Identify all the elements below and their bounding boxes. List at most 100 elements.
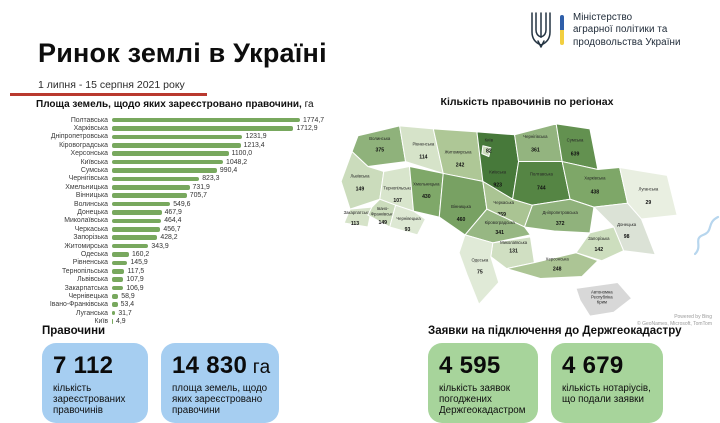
bar-category-label: Миколаївська [64, 217, 108, 225]
bar-value-label: 731,9 [192, 183, 210, 191]
region-value-label: 149 [378, 220, 387, 226]
map-region-vinnytsia: Вінницька 460 [438, 172, 488, 236]
bar-category-label: Івано-Франківська [49, 301, 108, 309]
trident-icon [531, 12, 551, 48]
region-name-label: Кіровоградська [485, 220, 516, 225]
map-region-zaporizhzhia: Запорізька 142 [575, 226, 625, 262]
bar [112, 168, 217, 173]
bar-value-label: 58,9 [121, 292, 135, 300]
applications-notaries-label: кількість нотаріусів, що подали заявки [562, 383, 651, 406]
bar-category-label: Запорізька [73, 234, 108, 242]
region-shape [506, 252, 599, 280]
region-value-label: 142 [595, 247, 604, 253]
bar-category-label: Житомирська [64, 242, 108, 250]
region-shape [351, 125, 407, 168]
red-accent-line [10, 93, 207, 96]
bar-category-label: Тернопільська [61, 267, 108, 275]
bar-category-label: Закарпатська [64, 284, 108, 292]
bar-category-label: Львівська [77, 276, 108, 284]
bar [112, 210, 162, 215]
bar-row: Черкаська 456,7 [0, 225, 336, 233]
region-value-label: 114 [419, 155, 427, 161]
region-value-label: 242 [456, 163, 465, 169]
bar-category-label: Рівненська [72, 259, 108, 267]
bar-row: Тернопільська 117,5 [0, 267, 336, 275]
region-value-label: 372 [556, 221, 565, 227]
bar-row: Луганська 31,7 [0, 309, 336, 317]
bar-row: Сумська 990,4 [0, 166, 336, 174]
applications-approved-box: 4 595 кількість заявок погоджених Держге… [428, 343, 538, 423]
region-shape [512, 161, 571, 206]
region-value-label: 248 [553, 267, 562, 273]
bar-value-label: 549,6 [173, 200, 191, 208]
bar-value-label: 1712,9 [296, 125, 318, 133]
bar-value-label: 456,7 [163, 225, 181, 233]
bar-category-label: Луганська [75, 309, 108, 317]
region-value-label: 639 [571, 152, 580, 158]
wave-decoration [694, 215, 720, 256]
bar-row: Київська 1048,2 [0, 158, 336, 166]
region-name-label: Львівська [350, 173, 370, 178]
bar-row: Київ 4,9 [0, 317, 336, 325]
region-value-label: 744 [537, 185, 546, 191]
bar [112, 193, 187, 198]
region-value-label: 438 [591, 189, 600, 195]
map-region-sumy: Сумська 639 [555, 123, 599, 170]
region-value-label: 82 [486, 149, 492, 155]
page-title: Ринок землі в Україні [38, 38, 327, 68]
applications-notaries-box: 4 679 кількість нотаріусів, що подали за… [551, 343, 663, 423]
bar-category-label: Хмельницька [65, 183, 108, 191]
bar-row: Донецька 467,9 [0, 208, 336, 216]
deals-stats-section: Правочини 7 112 кількість зареєстрованих… [42, 325, 279, 423]
map-region-volyn: Волинська 375 [351, 125, 407, 168]
bar-value-label: 1774,7 [303, 116, 325, 124]
bar-row: Чернігівська 823,3 [0, 175, 336, 183]
region-name-label: Одеська [472, 258, 489, 263]
bar [112, 185, 190, 190]
bar [112, 319, 113, 324]
bar [112, 201, 171, 207]
applications-approved-value: 4 595 [439, 352, 501, 379]
bar-value-label: 1231,9 [245, 133, 267, 141]
bar-value-label: 117,5 [127, 267, 145, 275]
bar [112, 260, 128, 266]
ministry-name-line: продовольства України [573, 36, 681, 48]
region-name-label: Рівненська [413, 142, 435, 147]
bar-category-label: Сумська [80, 167, 108, 175]
bar [112, 176, 200, 182]
bar-row: Запорізька 428,2 [0, 233, 336, 241]
region-value-label: 93 [405, 227, 411, 233]
region-shape [575, 226, 625, 262]
region-shape [409, 166, 444, 218]
ministry-name: Міністерство аграрної політики та продов… [573, 12, 681, 49]
bar [112, 302, 118, 308]
region-value-label: 75 [477, 270, 483, 276]
bar-row: Миколаївська 464,4 [0, 217, 336, 225]
map-attribution-line: © GeoNames, Microsoft, TomTom [637, 320, 712, 327]
region-name-label: Донецька [617, 222, 637, 227]
region-name-label: Харківська [584, 175, 606, 180]
bar-value-label: 705,7 [189, 192, 207, 200]
bar [112, 243, 149, 249]
bar [112, 252, 129, 257]
region-shape [481, 145, 492, 158]
region-shape [458, 234, 500, 305]
bar-category-label: Вінницька [75, 192, 108, 200]
bar-value-label: 160,2 [131, 250, 150, 258]
bar-row: Чернівецька 58,9 [0, 292, 336, 300]
region-name-label: Хмельницька [413, 181, 440, 186]
region-name-label: Івано-Франківська [371, 206, 396, 216]
region-value-label: 149 [356, 186, 365, 192]
bar [112, 226, 161, 232]
region-name-label: Житомирська [445, 150, 473, 155]
applications-approved-label: кількість заявок погоджених Держгеокадас… [439, 383, 526, 417]
bar-row: Закарпатська 106,9 [0, 284, 336, 292]
bar-value-label: 106,9 [126, 284, 144, 292]
bar-category-label: Волинська [74, 200, 108, 208]
bar-row: Харківська 1712,9 [0, 124, 336, 132]
applications-stats-section: Заявки на підключення до Держгеокадастру… [428, 325, 681, 423]
bar-category-label: Дніпропетровська [50, 133, 108, 141]
region-name-label: Запорізька [588, 236, 610, 241]
bar-category-label: Полтавська [70, 116, 108, 124]
bar-row: Львівська 107,9 [0, 275, 336, 283]
